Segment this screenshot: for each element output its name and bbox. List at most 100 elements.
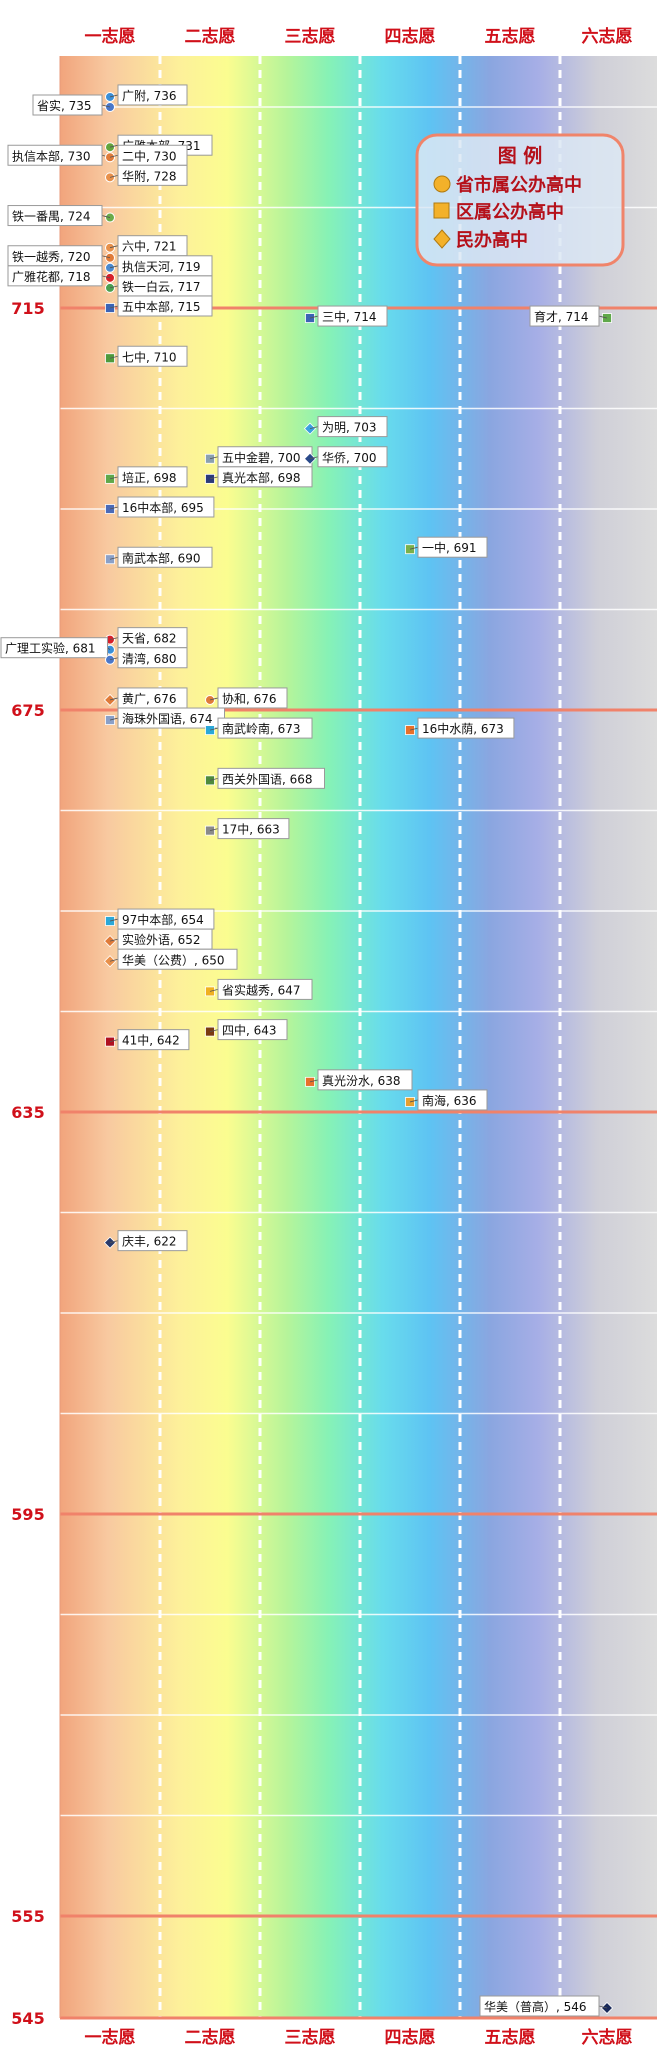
point-铁一番禺[interactable]: 铁一番禺, 724 [7,205,115,227]
point-label: 五中金碧, 700 [222,450,301,465]
point-真光汾水[interactable]: 真光汾水, 638 [305,1069,413,1091]
leader-line [101,255,111,259]
point-label: 97中本部, 654 [122,912,204,927]
point-label: 南武本部, 690 [122,550,201,565]
label-box [479,1995,600,2017]
point-16中本部[interactable]: 16中本部, 695 [105,496,215,518]
point-三中[interactable]: 三中, 714 [305,305,388,327]
point-南海[interactable]: 南海, 636 [405,1089,488,1111]
point-海珠外国语[interactable]: 海珠外国语, 674 [105,707,225,729]
point-二中[interactable]: 二中, 730 [105,144,188,166]
leader-line [109,154,119,158]
point-label: 为明, 703 [322,421,377,435]
leader-line [109,1039,119,1043]
point-label: 南海, 636 [422,1093,477,1108]
legend-item-provincial: 省市属公办高中 [455,174,582,196]
leader-line [209,456,219,460]
point-实验外语[interactable]: 实验外语, 652 [103,928,213,950]
point-广附[interactable]: 广附, 736 [105,84,188,106]
point-label: 天省, 682 [122,632,177,646]
point-四中[interactable]: 四中, 643 [205,1019,288,1041]
y-tick-label: 715 [11,299,44,318]
leader-line [109,265,119,269]
point-协和[interactable]: 协和, 676 [205,687,288,709]
leader-line [101,104,111,108]
leader-line [109,697,119,701]
point-97中本部[interactable]: 97中本部, 654 [105,908,215,930]
point-label: 41中, 642 [122,1033,180,1048]
point-南武岭南[interactable]: 南武岭南, 673 [205,717,313,739]
point-执信本部[interactable]: 执信本部, 730 [7,144,115,166]
leader-line [109,938,119,942]
point-五中本部[interactable]: 五中本部, 715 [105,295,213,317]
column-label-top: 三志愿 [285,26,336,47]
leader-line [309,426,319,429]
point-17中[interactable]: 17中, 663 [205,818,290,840]
axes: 一志愿一志愿二志愿二志愿三志愿三志愿四志愿四志愿五志愿五志愿六志愿六志愿7156… [11,26,632,2048]
y-tick-label: 595 [11,1505,44,1524]
point-铁一越秀[interactable]: 铁一越秀, 720 [7,245,115,267]
point-label: 清湾, 680 [122,651,177,666]
point-天省[interactable]: 天省, 682 [105,627,188,649]
point-label: 真光汾水, 638 [322,1074,401,1088]
point-六中[interactable]: 六中, 721 [105,235,188,257]
point-庆丰[interactable]: 庆丰, 622 [103,1230,188,1252]
column-label-bottom: 二志愿 [185,2027,236,2048]
point-育才[interactable]: 育才, 714 [529,305,612,327]
label-box [117,295,213,317]
leader-line [209,727,219,731]
legend-box [415,133,625,267]
label-box [317,446,388,468]
point-label: 广雅花都, 718 [12,269,91,284]
point-41中[interactable]: 41中, 642 [105,1029,190,1051]
point-label: 西关外国语, 668 [222,772,313,786]
point-广理工实验[interactable]: 广理工实验, 681 [0,637,115,659]
column-label-bottom: 五志愿 [485,2027,536,2048]
point-执信天河[interactable]: 执信天河, 719 [105,255,213,277]
point-南武本部[interactable]: 南武本部, 690 [105,546,213,568]
leader-line [109,657,119,661]
point-培正[interactable]: 培正, 698 [105,466,188,488]
point-清湾[interactable]: 清湾, 680 [105,647,188,669]
point-西关外国语[interactable]: 西关外国语, 668 [205,767,325,789]
leader-line [109,285,119,289]
point-华侨[interactable]: 华侨, 700 [303,446,388,468]
point-华美（公费）[interactable]: 华美（公费）, 650 [103,948,238,970]
leader-line [409,1099,419,1103]
point-label: 二中, 730 [122,148,177,163]
leader-line [309,1079,319,1083]
point-省实越秀[interactable]: 省实越秀, 647 [205,978,313,1000]
label-box [317,305,388,327]
point-七中[interactable]: 七中, 710 [105,345,188,367]
point-铁一白云[interactable]: 铁一白云, 717 [105,275,213,297]
point-label: 省实越秀, 647 [222,982,301,997]
y-tick-label: 545 [11,2009,44,2028]
label-box [117,647,188,669]
label-box [32,94,103,116]
point-label: 海珠外国语, 674 [122,711,213,726]
point-label: 铁一番禺, 724 [12,210,91,224]
point-广雅花都[interactable]: 广雅花都, 718 [7,265,115,287]
point-label: 铁一白云, 717 [122,279,201,294]
point-五中金碧[interactable]: 五中金碧, 700 [205,446,313,468]
label-box [117,948,238,970]
label-box [7,205,103,227]
point-黄广[interactable]: 黄广, 676 [103,687,188,709]
leader-line [209,828,219,831]
label-box [417,536,488,558]
label-box [117,1029,190,1051]
point-为明[interactable]: 为明, 703 [303,416,388,438]
leader-line [109,476,119,480]
label-box [217,466,313,488]
point-16中水荫[interactable]: 16中水荫, 673 [405,717,515,739]
point-label: 华附, 728 [122,169,177,183]
legend-item-private: 民办高中 [456,229,528,251]
point-一中[interactable]: 一中, 691 [405,536,488,558]
point-华美（普高）[interactable]: 华美（普高）, 546 [479,1995,614,2017]
leader-line [209,697,219,701]
point-省实[interactable]: 省实, 735 [32,94,115,116]
point-华附[interactable]: 华附, 728 [105,164,188,186]
point-label: 一中, 691 [422,540,477,555]
point-真光本部[interactable]: 真光本部, 698 [205,466,313,488]
